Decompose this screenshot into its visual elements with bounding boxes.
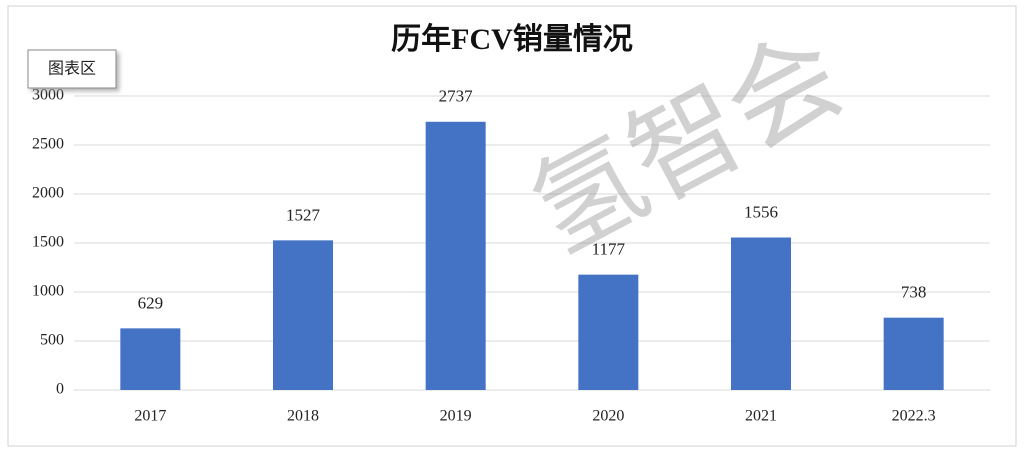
- x-tick-label: 2017: [134, 408, 166, 425]
- y-tick-label: 500: [40, 332, 64, 349]
- value-label: 629: [138, 293, 164, 312]
- value-label: 2737: [439, 87, 474, 106]
- tooltip-label: 图表区: [48, 59, 96, 78]
- tooltip-box: [27, 49, 117, 89]
- bar: [425, 121, 486, 391]
- x-tick-label: 2022.3: [892, 408, 936, 425]
- x-tick-label: 2021: [745, 408, 777, 425]
- value-label: 1556: [744, 202, 778, 221]
- chart-title: 历年FCV销量情况: [391, 23, 633, 56]
- y-tick-label: 3000: [32, 87, 64, 104]
- bar: [273, 240, 333, 390]
- bar: [120, 328, 181, 390]
- y-tick-label: 1000: [32, 283, 64, 300]
- value-label: 738: [901, 283, 927, 302]
- chart-area-tooltip: 图表区: [27, 49, 117, 89]
- bar: [731, 237, 791, 390]
- y-tick-label: 2500: [32, 136, 64, 153]
- x-tick-label: 2019: [440, 408, 472, 425]
- value-label: 1177: [592, 240, 626, 259]
- bar: [883, 317, 944, 390]
- bar: [578, 274, 639, 390]
- y-tick-label: 2000: [32, 185, 64, 202]
- y-tick-label: 1500: [32, 234, 64, 251]
- x-tick-label: 2020: [592, 408, 624, 425]
- x-tick-label: 2018: [287, 408, 319, 425]
- y-tick-label: 0: [56, 381, 64, 398]
- value-label: 1527: [286, 205, 321, 224]
